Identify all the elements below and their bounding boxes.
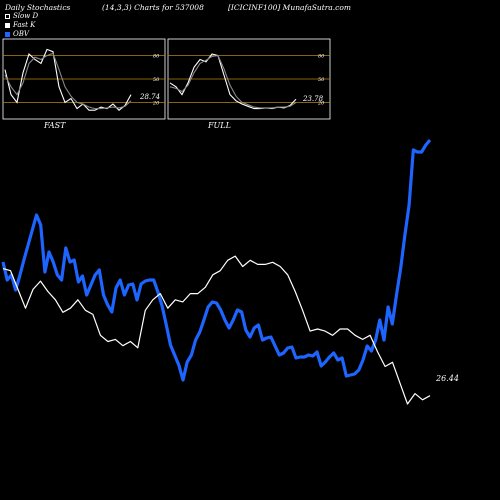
full-panel: 80 50 20 23.78 FULL xyxy=(167,38,331,130)
full-panel-title: FULL xyxy=(207,121,231,130)
fast-panel-title: FAST xyxy=(43,121,66,130)
close-line xyxy=(2,255,431,405)
fast-line-slow-d xyxy=(4,52,132,110)
fast-level-label-20: 20 xyxy=(152,100,160,106)
obv-line xyxy=(1,138,432,382)
legend-swatch-obv xyxy=(5,32,10,37)
close-last-value: 26.44 xyxy=(435,374,459,383)
legend-label-fast-k: Fast K xyxy=(13,21,36,29)
legend-item-slow-d: Slow D xyxy=(5,12,38,21)
fast-level-label-80: 80 xyxy=(153,54,160,60)
fast-panel-last-value: 28.74 xyxy=(139,93,160,101)
header-middle: (14,3,3) Charts for 537008 xyxy=(102,3,204,12)
legend-swatch-slow-d xyxy=(5,14,10,19)
legend-item-fast-k: Fast K xyxy=(5,21,38,30)
header-right: [ICICINF100] MunafaSutra.com xyxy=(228,3,351,12)
legend-label-obv: OBV xyxy=(13,30,29,38)
legend-item-obv: OBV xyxy=(5,30,38,39)
main-panel: 26.44 xyxy=(1,138,459,405)
full-level-label-20: 20 xyxy=(317,100,325,106)
legend-label-slow-d: Slow D xyxy=(13,12,39,20)
fast-level-label-50: 50 xyxy=(153,77,160,83)
header-left: Daily Stochastics xyxy=(5,3,71,12)
full-line-slow-d xyxy=(169,55,297,109)
full-level-label-50: 50 xyxy=(318,77,325,83)
legend-swatch-fast-k xyxy=(5,23,10,28)
full-level-label-80: 80 xyxy=(318,54,325,60)
legend: Slow D Fast K OBV xyxy=(5,12,38,39)
full-panel-last-value: 23.78 xyxy=(302,95,324,103)
fast-line-fast-k xyxy=(4,48,132,111)
fast-panel: 80 50 20 28.74 FAST xyxy=(2,38,166,130)
